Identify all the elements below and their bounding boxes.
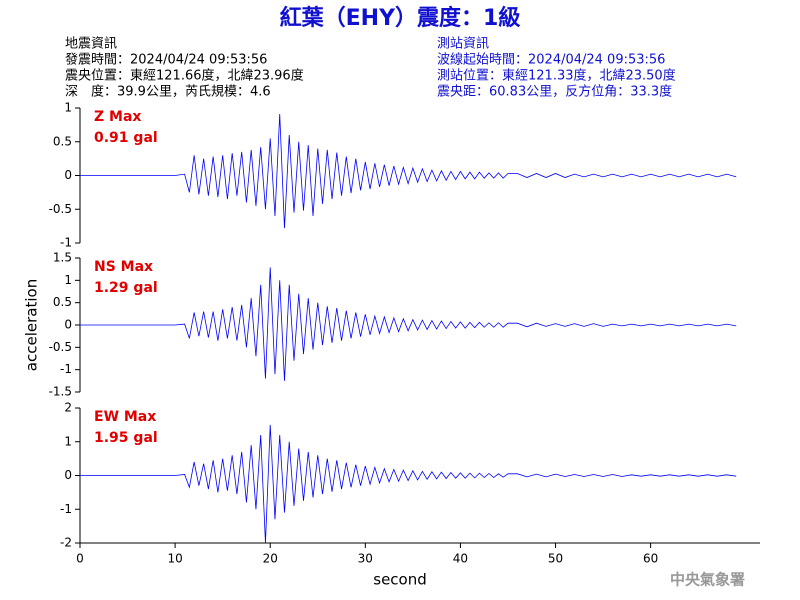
info-left: 地震資訊 [65, 37, 117, 52]
y-axis-label: acceleration [23, 279, 41, 371]
y-tick-label: 0 [64, 168, 72, 182]
y-tick-label: -1 [60, 362, 72, 376]
info-right: 震央距：60.83公里，反方位角：33.3度 [437, 84, 672, 100]
waveform [80, 114, 737, 229]
info-left: 震央位置：東經121.66度，北緯23.96度 [65, 68, 304, 84]
footer: 中央氣象署 [670, 571, 745, 589]
x-axis-label: second [373, 571, 427, 589]
y-tick-label: 2 [64, 401, 72, 415]
title: 紅葉（EHY）震度：1級 [280, 5, 521, 31]
x-tick-label: 50 [548, 552, 563, 566]
panel-max: 0.91 gal [94, 130, 158, 146]
info-right: 測站位置：東經121.33度，北緯23.50度 [437, 68, 676, 84]
y-tick-label: 0.5 [53, 295, 72, 309]
x-tick-label: 60 [643, 552, 658, 566]
info-left: 深 度：39.9公里，芮氏規模：4.6 [65, 84, 271, 100]
y-tick-label: 1 [64, 101, 72, 115]
info-right: 測站資訊 [437, 37, 489, 52]
y-tick-label: -2 [60, 536, 72, 550]
y-tick-label: -1 [60, 502, 72, 516]
x-tick-label: 40 [453, 552, 468, 566]
x-tick-label: 0 [76, 552, 84, 566]
y-tick-label: 0 [64, 318, 72, 332]
y-tick-label: 0.5 [53, 134, 72, 148]
info-left: 發震時間：2024/04/24 09:53:56 [65, 53, 267, 68]
info-right: 波線起始時間：2024/04/24 09:53:56 [437, 52, 665, 68]
y-tick-label: 1 [64, 434, 72, 448]
waveform [80, 424, 737, 544]
x-tick-label: 20 [263, 552, 278, 566]
y-tick-label: 0 [64, 468, 72, 482]
x-tick-label: 30 [358, 552, 373, 566]
y-tick-label: -0.5 [49, 202, 72, 216]
y-tick-label: 1.5 [53, 251, 72, 265]
panel-max: 1.29 gal [94, 280, 158, 296]
y-tick-label: -0.5 [49, 340, 72, 354]
panel-label: EW Max [94, 409, 156, 425]
panel-label: NS Max [94, 259, 153, 275]
x-tick-label: 10 [167, 552, 182, 566]
panel-label: Z Max [94, 109, 141, 125]
panel-max: 1.95 gal [94, 430, 158, 446]
y-tick-label: -1.5 [49, 385, 72, 399]
y-tick-label: 1 [64, 273, 72, 287]
y-tick-label: -1 [60, 236, 72, 250]
waveform [80, 267, 737, 381]
